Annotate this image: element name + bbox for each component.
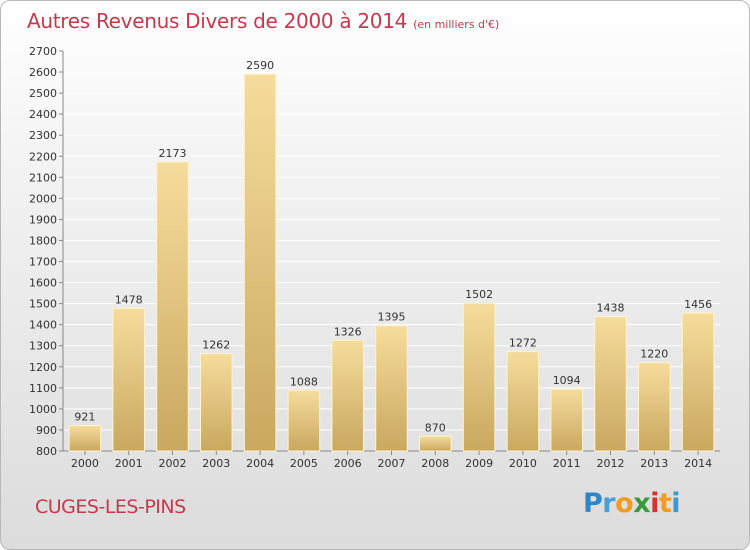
logo-letter: r [602,488,616,519]
y-tick-label: 1600 [29,277,57,290]
chart-title-block: Autres Revenus Divers de 2000 à 2014 (en … [27,9,499,33]
bar [594,316,627,452]
x-tick-label: 2000 [71,457,99,470]
location-label: CUGES-LES-PINS [35,496,186,518]
logo-letter: o [615,488,634,519]
y-tick-label: 2500 [29,87,57,100]
logo-letter: x [633,488,651,519]
bar-value-label: 870 [425,421,446,434]
bar-value-label: 1326 [334,325,362,338]
y-tick-label: 1100 [29,382,57,395]
bar [462,302,496,452]
y-tick-label: 2100 [29,171,57,184]
bar [681,312,715,452]
chart-unit: (en milliers d'€) [413,18,500,31]
y-tick-label: 2000 [29,192,57,205]
bar [419,435,452,452]
x-tick-label: 2008 [421,457,449,470]
bar [287,389,321,452]
x-tick-label: 2001 [115,457,143,470]
x-tick-label: 2013 [640,457,668,470]
x-tick-label: 2004 [246,457,274,470]
bar [68,425,102,452]
x-tick-label: 2002 [159,457,187,470]
y-tick-label: 1700 [29,256,57,269]
logo-letter: P [583,488,603,519]
bar-value-label: 1438 [597,302,625,315]
bar-value-label: 2173 [159,147,187,160]
y-tick-label: 1200 [29,361,57,374]
y-tick-label: 1300 [29,340,57,353]
x-tick-label: 2012 [597,457,625,470]
y-tick-label: 1000 [29,403,57,416]
bar [550,388,583,452]
chart-title: Autres Revenus Divers de 2000 à 2014 [27,9,408,33]
bar [156,161,189,452]
y-tick-label: 1500 [29,298,57,311]
y-tick-label: 2200 [29,150,57,163]
bar-value-label: 1220 [640,348,668,361]
x-tick-label: 2005 [290,457,318,470]
x-tick-label: 2003 [202,457,230,470]
bar [638,362,671,452]
y-tick-label: 1800 [29,234,57,247]
logo-letter: i [650,488,659,519]
bar [331,339,364,452]
bar [375,325,408,452]
x-tick-label: 2014 [684,457,712,470]
y-tick-label: 900 [36,424,57,437]
bar-value-label: 1395 [378,311,406,324]
x-tick-label: 2011 [553,457,581,470]
proxiti-logo: Proxiti [583,488,681,519]
x-tick-label: 2010 [509,457,537,470]
y-tick-label: 2600 [29,66,57,79]
bar-value-label: 1262 [202,339,230,352]
y-tick-label: 2700 [29,45,57,58]
bar-value-label: 1272 [509,337,537,350]
logo-letter: i [671,488,681,519]
bar [243,73,277,452]
bar-value-label: 1094 [553,374,581,387]
bar [506,351,540,452]
logo-letter: t [658,488,672,519]
x-tick-label: 2009 [465,457,493,470]
bar-value-label: 1088 [290,375,318,388]
x-tick-label: 2007 [378,457,406,470]
y-tick-label: 800 [36,445,57,458]
bar [112,307,145,452]
y-tick-label: 2400 [29,108,57,121]
bar-value-label: 2590 [246,59,274,72]
bar-value-label: 1456 [684,298,712,311]
bar-value-label: 921 [74,411,95,424]
y-tick-label: 1900 [29,213,57,226]
x-tick-label: 2006 [334,457,362,470]
bar [200,353,233,452]
y-tick-label: 2300 [29,129,57,142]
bar-value-label: 1478 [115,293,143,306]
bar-value-label: 1502 [465,288,493,301]
y-tick-label: 1400 [29,319,57,332]
